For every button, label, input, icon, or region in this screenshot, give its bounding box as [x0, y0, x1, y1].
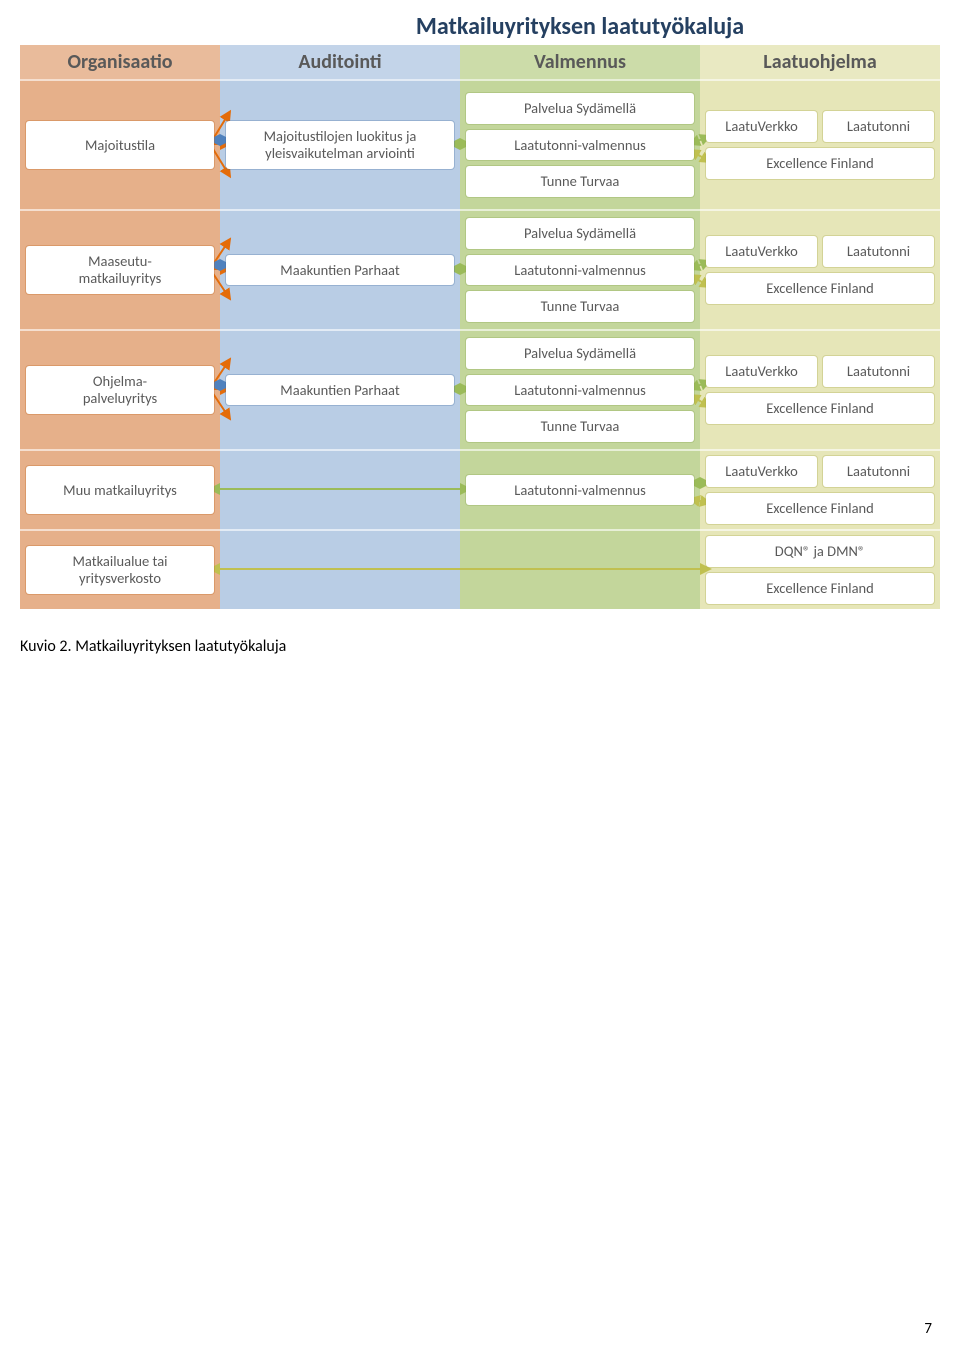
page-number: 7 [924, 1320, 932, 1338]
diagram-box: Muu matkailuyritys [26, 466, 214, 514]
diagram-box: Palvelua Sydämellä [466, 218, 694, 249]
figure-caption: Kuvio 2. Matkailuyrityksen laatutyökaluj… [20, 637, 940, 656]
diagram-box: Laatutonni [823, 356, 934, 387]
diagram-box: LaatuVerkko [706, 236, 817, 267]
diagram-box: Excellence Finland [706, 393, 934, 424]
diagram-box: Majoitustilojen luokitus ja yleisvaikute… [226, 121, 454, 168]
diagram-box: Laatutonni-valmennus [466, 475, 694, 506]
diagram-box: Laatutonni-valmennus [466, 130, 694, 161]
diagram-box: Maaseutu- matkailuyritys [26, 246, 214, 294]
diagram-box: Laatutonni [823, 456, 934, 487]
diagram-box: Laatutonni-valmennus [466, 375, 694, 406]
diagram-box: Tunne Turvaa [466, 411, 694, 442]
diagram-box: Laatutonni-valmennus [466, 255, 694, 286]
column-header: Auditointi [220, 45, 460, 79]
diagram-box: Tunne Turvaa [466, 291, 694, 322]
diagram-box: Maakuntien Parhaat [226, 375, 454, 406]
diagram-box: Majoitustila [26, 121, 214, 169]
diagram-box: LaatuVerkko [706, 111, 817, 142]
diagram-box: LaatuVerkko [706, 456, 817, 487]
diagram-box: Matkailualue tai yritysverkosto [26, 546, 214, 594]
column-header: Valmennus [460, 45, 700, 79]
diagram-box: Ohjelma- palveluyritys [26, 366, 214, 414]
column-header: Organisaatio [20, 45, 220, 79]
diagram-box: Palvelua Sydämellä [466, 338, 694, 369]
diagram-box: Excellence Finland [706, 573, 934, 604]
diagram-box: Laatutonni [823, 111, 934, 142]
column-header: Laatuohjelma [700, 45, 940, 79]
diagram-box: DQN® ja DMN® [706, 536, 934, 567]
diagram-title: Matkailuyrityksen laatutyökaluja [20, 12, 940, 41]
diagram-box: Palvelua Sydämellä [466, 93, 694, 124]
diagram-box: Tunne Turvaa [466, 166, 694, 197]
diagram-box: Laatutonni [823, 236, 934, 267]
diagram-box: Excellence Finland [706, 493, 934, 524]
diagram-box: Maakuntien Parhaat [226, 255, 454, 286]
diagram-box: Excellence Finland [706, 273, 934, 304]
diagram-box: Excellence Finland [706, 148, 934, 179]
diagram-box: LaatuVerkko [706, 356, 817, 387]
diagram-grid: OrganisaatioAuditointiValmennusLaatuohje… [20, 45, 940, 609]
